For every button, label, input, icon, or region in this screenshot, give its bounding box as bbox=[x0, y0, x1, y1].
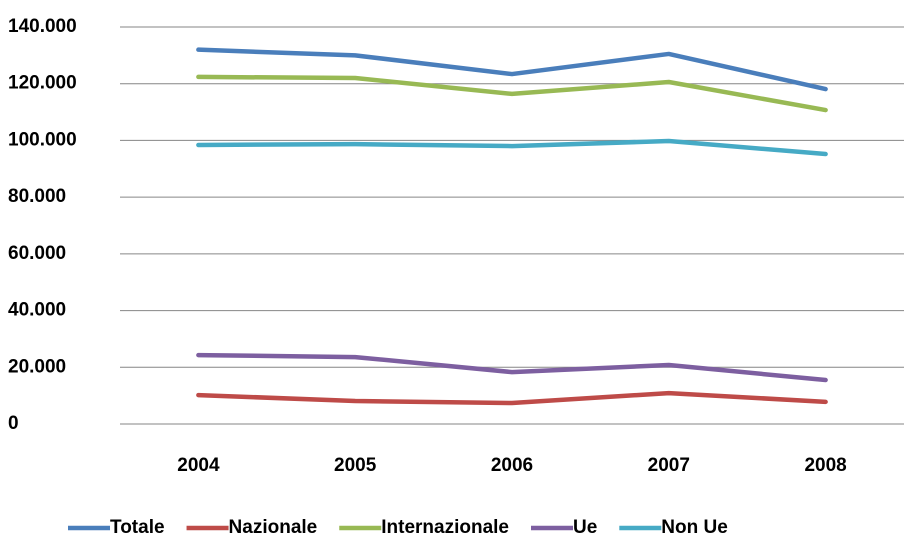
y-tick-label: 140.000 bbox=[8, 16, 77, 37]
x-tick-label: 2004 bbox=[177, 455, 220, 476]
legend-label: Non Ue bbox=[661, 517, 728, 538]
series-line bbox=[196, 47, 828, 92]
legend-label: Totale bbox=[110, 517, 165, 538]
legend-label: Nazionale bbox=[229, 517, 318, 538]
x-tick-label: 2005 bbox=[334, 455, 377, 476]
y-tick-label: 20.000 bbox=[8, 356, 66, 377]
series-line bbox=[196, 352, 828, 383]
y-tick-label: 60.000 bbox=[8, 243, 66, 264]
y-tick-label: 100.000 bbox=[8, 129, 77, 150]
y-tick-label: 120.000 bbox=[8, 73, 77, 94]
series-line bbox=[196, 138, 828, 157]
series-line bbox=[196, 390, 828, 406]
series-line bbox=[196, 74, 828, 113]
legend-label: Ue bbox=[573, 517, 597, 538]
x-tick-label: 2008 bbox=[804, 455, 846, 476]
y-tick-label: 40.000 bbox=[8, 300, 66, 321]
x-tick-label: 2007 bbox=[648, 455, 690, 476]
y-tick-label: 0 bbox=[8, 413, 19, 434]
x-tick-label: 2006 bbox=[491, 455, 533, 476]
legend-label: Internazionale bbox=[381, 517, 509, 538]
y-tick-label: 80.000 bbox=[8, 186, 66, 207]
